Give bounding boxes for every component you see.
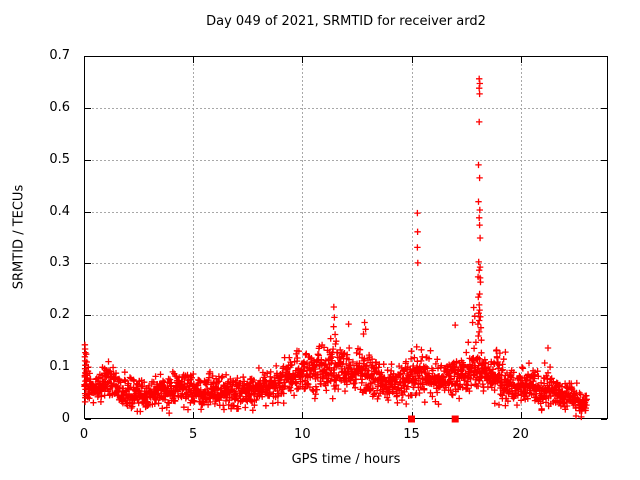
y-tick-label: 0 xyxy=(61,411,70,426)
zero-flag-marker xyxy=(451,415,459,423)
y-tick-labels: 0 0.1 0.2 0.3 0.4 0.5 0.6 0.7 xyxy=(0,49,77,426)
y-tick-label: 0.4 xyxy=(49,203,70,219)
y-tick-label: 0.5 xyxy=(49,151,70,167)
y-tick-label: 0.7 xyxy=(49,48,70,63)
y-tick-label: 0.2 xyxy=(49,307,70,323)
y-tick-label: 0.1 xyxy=(49,359,70,375)
plot-area xyxy=(81,56,608,423)
x-tick-label: 15 xyxy=(403,427,420,442)
y-tick-label: 0.3 xyxy=(49,255,70,271)
x-tick-labels: 0 5 10 15 20 xyxy=(80,427,608,446)
y-tick-label: 0.6 xyxy=(49,99,70,115)
zero-flag-marker xyxy=(408,415,415,423)
x-tick-label: 20 xyxy=(512,427,529,442)
x-tick-label: 10 xyxy=(294,427,311,442)
plot-canvas xyxy=(81,56,608,423)
x-axis-label: GPS time / hours xyxy=(291,452,401,467)
chart-title: Day 049 of 2021, SRMTID for receiver ard… xyxy=(206,14,486,29)
x-tick-label: 0 xyxy=(79,427,89,442)
plot-border xyxy=(84,56,608,419)
tick-marks xyxy=(84,56,607,420)
x-tick-label: 5 xyxy=(189,427,198,442)
scatter-points xyxy=(81,75,590,421)
